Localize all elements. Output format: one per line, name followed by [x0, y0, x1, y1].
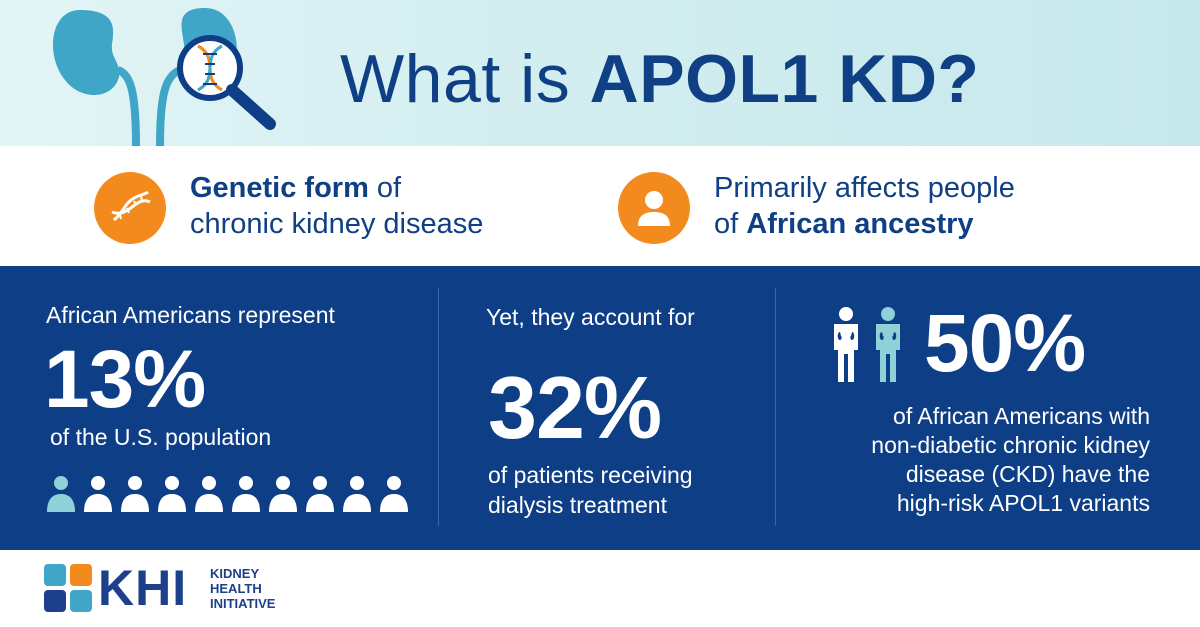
person-icon — [194, 474, 224, 512]
stat3-tail-line: non-diabetic chronic kidney — [871, 432, 1150, 458]
stat2-value: 32% — [488, 358, 662, 457]
khi-logo-mark — [44, 564, 92, 612]
fact-ancestry-text: Primarily affects people of African ance… — [714, 170, 1015, 242]
fact-genetic-text: Genetic form of chronic kidney disease — [190, 170, 483, 242]
stats-band: African Americans represent 13% of the U… — [0, 266, 1200, 550]
stat1-value: 13% — [44, 334, 206, 425]
person-icon — [379, 474, 409, 512]
page-title: What is APOL1 KD? — [340, 34, 979, 124]
stat1-tail: of the U.S. population — [50, 424, 272, 450]
title-bold: APOL1 KD? — [589, 41, 980, 117]
person-icon — [231, 474, 261, 512]
logo-wordmark: KIDNEY HEALTH INITIATIVE — [210, 566, 275, 611]
facts-row: Genetic form of chronic kidney disease P… — [0, 146, 1200, 266]
fact-genetic-line2: chronic kidney disease — [190, 208, 484, 240]
column-divider — [438, 288, 439, 526]
fact-genetic-rest: of — [368, 172, 402, 204]
fact-ancestry-bold: African ancestry — [746, 208, 974, 240]
person-icon — [305, 474, 335, 512]
stat3-tail: of African Americans with non-diabetic c… — [800, 402, 1150, 518]
fact-ancestry: Primarily affects people of African ance… — [600, 146, 1200, 266]
stat1-lead: African Americans represent — [46, 302, 335, 328]
person-icon — [83, 474, 113, 512]
person-icon — [342, 474, 372, 512]
fact-genetic: Genetic form of chronic kidney disease — [0, 146, 600, 266]
logo-word: HEALTH — [210, 581, 262, 596]
person-icon — [618, 172, 690, 244]
logo-word: INITIATIVE — [210, 596, 276, 611]
stat3-tail-line: of African Americans with — [893, 403, 1150, 429]
logo-abbreviation: KHI — [98, 560, 188, 616]
stat3-tail-line: disease (CKD) have the — [905, 461, 1150, 487]
person-icon — [268, 474, 298, 512]
population-people-icons — [46, 474, 409, 514]
person-icon — [157, 474, 187, 512]
fact-ancestry-plain: of — [714, 208, 747, 240]
title-light: What is — [340, 41, 590, 117]
header-banner: What is APOL1 KD? — [0, 0, 1200, 146]
dna-icon — [94, 172, 166, 244]
logo-word: KIDNEY — [210, 566, 260, 581]
two-people-kidney-icon — [834, 307, 900, 382]
stat2-tail: of patients receiving dialysis treatment — [488, 462, 693, 518]
stat3-value: 50% — [924, 298, 1086, 389]
person-icon — [46, 474, 76, 512]
kidney-magnifier-illustration — [53, 8, 276, 146]
footer: KHI KIDNEY HEALTH INITIATIVE — [0, 550, 1200, 627]
person-icon — [120, 474, 150, 512]
stat2-lead: Yet, they account for — [486, 304, 695, 330]
fact-ancestry-line1: Primarily affects people — [714, 172, 1015, 204]
column-divider — [775, 288, 776, 526]
fact-genetic-bold: Genetic form — [190, 172, 369, 204]
stat3-tail-line: high-risk APOL1 variants — [896, 490, 1150, 516]
